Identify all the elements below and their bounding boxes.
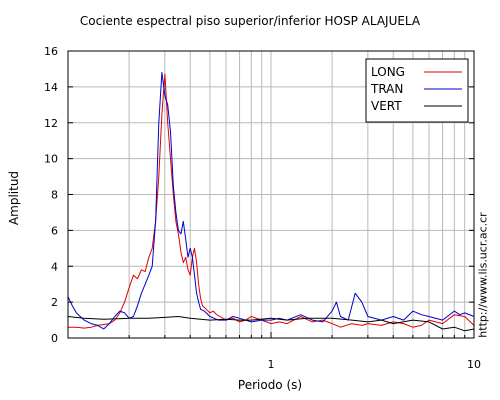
series-line-tran [67, 72, 475, 330]
y-tick-label: 4 [51, 260, 58, 273]
x-axis-label: Periodo (s) [237, 378, 303, 392]
series-line-long [68, 73, 475, 329]
y-tick-label: 0 [51, 332, 58, 345]
y-tick-label: 14 [44, 81, 58, 94]
x-tick-label: 1 [268, 358, 275, 371]
y-tick-label: 10 [44, 153, 58, 166]
series-line-vert [67, 316, 475, 332]
source-url: http://www.lis.ucr.ac.cr [476, 212, 490, 338]
y-tick-label: 8 [51, 189, 58, 202]
y-tick-label: 12 [44, 117, 58, 130]
y-tick-label: 16 [44, 45, 58, 58]
legend-box [365, 58, 469, 123]
legend-label-tran: TRAN [370, 82, 403, 96]
series-lines [67, 72, 475, 332]
y-tick-label: 2 [51, 296, 58, 309]
x-tick-label: 10 [467, 358, 481, 371]
axis-ticks: 0 2 4 6 8 10 12 14 16 1 10 [44, 45, 481, 371]
chart-title: Cociente espectral piso superior/inferio… [79, 14, 421, 28]
legend-label-vert: VERT [371, 99, 402, 113]
y-tick-label: 6 [51, 224, 58, 237]
legend-label-long: LONG [371, 65, 405, 79]
legend: LONG TRAN VERT [365, 58, 469, 123]
y-axis-label: Amplitud [7, 170, 21, 226]
